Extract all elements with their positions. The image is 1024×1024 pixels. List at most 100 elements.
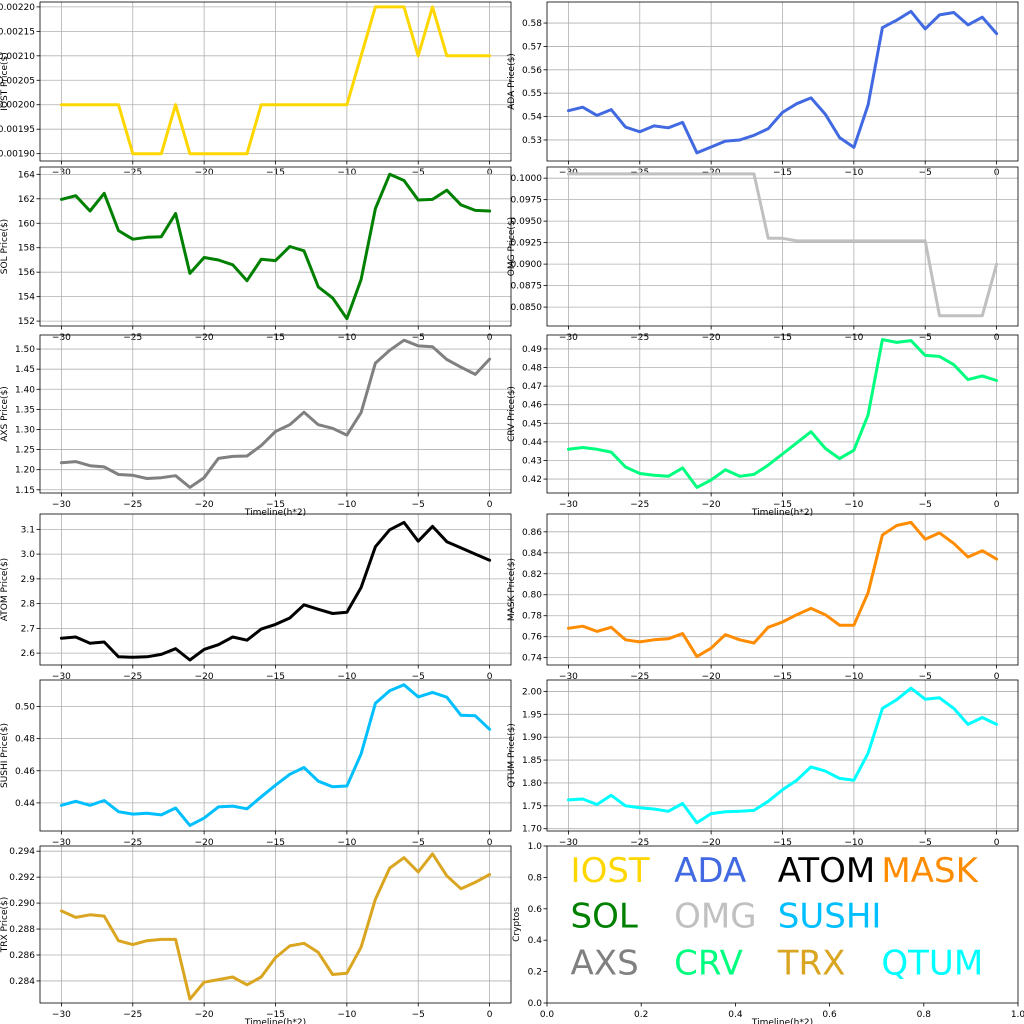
axs-y-tick-label: 1.20: [15, 466, 35, 476]
mask-y-tick-label: 0.82: [522, 570, 542, 580]
legend-y-tick-label: 0.8: [528, 873, 543, 883]
iost-y-tick-label: 0.00220: [0, 3, 35, 13]
sushi-x-tick-label: −10: [337, 838, 356, 848]
legend-entry-sol: SOL: [571, 897, 638, 937]
crv-y-tick-label: 0.46: [522, 401, 542, 411]
iost-y-tick-label: 0.00195: [0, 125, 35, 135]
legend-entry-qtum: QTUM: [881, 944, 983, 984]
qtum-y-tick-label: 1.95: [522, 710, 542, 720]
sol-y-tick-label: 158: [18, 244, 35, 254]
ada-y-tick-label: 0.53: [522, 136, 542, 146]
trx-series-line: [59, 852, 492, 1001]
legend-entry-ada: ADA: [674, 851, 746, 891]
atom-x-tick-label: −20: [195, 672, 214, 682]
mask-series-line: [566, 520, 999, 659]
mask-y-tick-label: 0.78: [522, 612, 542, 622]
sol-axes-frame: [39, 166, 512, 327]
qtum-series-line: [566, 686, 999, 825]
ada-y-tick-label: 0.58: [522, 19, 542, 29]
atom-panel: −30 −25 −20 −15 −10 −5 0 2.6 2.7 2.8 2.9 3.0 3.1 ATOM…: [0, 513, 512, 682]
omg-axes-frame: [546, 166, 1019, 327]
legend-entry-sushi: SUSHI: [778, 897, 882, 937]
trx-x-axis-label: Timeline(h*2): [244, 1018, 306, 1024]
atom-y-tick-label: 2.8: [21, 600, 36, 610]
axs-panel: −30 −25 −20 −15 −10 −5 0 1.15 1.20 1.25 1.30 1.35 1.…: [0, 334, 512, 518]
atom-x-tick-label: −10: [337, 672, 356, 682]
trx-x-tick-label: −20: [195, 1010, 214, 1020]
legend-entry-axs: AXS: [571, 944, 639, 984]
legend-entry-iost: IOST: [571, 851, 650, 891]
legend-y-tick-label: 0.4: [528, 936, 543, 946]
mask-y-tick-label: 0.84: [522, 549, 542, 559]
trx-y-tick-label: 0.284: [9, 977, 35, 987]
atom-axes-frame: [39, 513, 512, 666]
qtum-y-tick-label: 1.80: [522, 779, 542, 789]
sol-series-line: [59, 172, 492, 321]
legend-x-tick-label: 0.6: [822, 1010, 837, 1020]
atom-y-tick-label: 2.7: [21, 624, 35, 634]
trx-y-tick-label: 0.292: [9, 873, 35, 883]
sushi-x-tick-label: −5: [412, 838, 425, 848]
qtum-x-tick-label: 0: [994, 838, 1000, 848]
crv-x-tick-label: −15: [773, 500, 792, 510]
trx-x-tick-label: −5: [412, 1010, 425, 1020]
sushi-x-tick-label: −15: [266, 838, 285, 848]
axs-y-tick-label: 1.25: [15, 446, 35, 456]
trx-y-tick-label: 0.288: [9, 925, 35, 935]
qtum-x-tick-label: −15: [773, 838, 792, 848]
crv-x-tick-label: −5: [919, 500, 932, 510]
mask-y-tick-label: 0.76: [522, 633, 542, 643]
crv-y-tick-label: 0.43: [522, 456, 542, 466]
qtum-y-tick-label: 1.90: [522, 733, 542, 743]
legend-x-axis-label: Timeline(h*2): [751, 1018, 813, 1024]
ada-panel: −30−25−20−15−10−500.530.540.550.560.570.…: [507, 1, 1019, 178]
legend-x-tick-label: 0.2: [634, 1010, 648, 1020]
qtum-x-tick-label: −30: [559, 838, 578, 848]
mask-x-tick-label: −5: [919, 672, 932, 682]
trx-x-tick-label: −10: [337, 1010, 356, 1020]
crv-x-axis-label: Timeline(h*2): [751, 508, 813, 518]
omg-series-line: [566, 172, 999, 318]
trx-x-tick-label: −30: [52, 1010, 71, 1020]
crv-y-axis-label: CRV Price($): [507, 386, 517, 442]
axs-x-tick-label: −10: [337, 500, 356, 510]
atom-x-tick-label: −25: [123, 672, 142, 682]
crv-y-tick-label: 0.42: [522, 475, 542, 485]
sushi-series-line: [59, 683, 492, 827]
qtum-y-tick-label: 1.70: [522, 825, 542, 835]
sol-y-tick-label: 162: [18, 195, 35, 205]
qtum-panel: −30 −25 −20 −15 −10 −5 0 1.70 1.75 1.80 1.85 1.90 1.…: [507, 679, 1019, 848]
iost-y-tick-label: 0.00210: [0, 52, 35, 62]
legend-entry-atom: ATOM: [778, 851, 875, 891]
iost-panel: −30−25−20−15−10−500.001900.001950.002000…: [0, 1, 512, 178]
trx-x-tick-label: 0: [487, 1010, 493, 1020]
sol-y-tick-label: 154: [18, 293, 35, 303]
crv-x-tick-label: 0: [994, 500, 1000, 510]
axs-x-tick-label: −20: [195, 500, 214, 510]
ada-y-tick-label: 0.55: [522, 89, 542, 99]
mask-x-tick-label: −20: [702, 672, 721, 682]
legend-x-tick-label: 0.8: [917, 1010, 932, 1020]
iost-y-tick-label: 0.00205: [0, 76, 35, 86]
axs-series-line: [59, 338, 492, 489]
axs-y-tick-label: 1.40: [15, 385, 35, 395]
axs-x-tick-label: 0: [487, 500, 493, 510]
crv-panel: −30 −25 −20 −15 −10 −5 0 0.42 0.43 0.44 0.45 0.46 0.…: [507, 334, 1019, 518]
axs-x-axis-label: Timeline(h*2): [244, 508, 306, 518]
atom-x-tick-label: −15: [266, 672, 285, 682]
omg-y-tick-label: 0.0850: [511, 303, 543, 313]
legend-y-tick-label: 0.2: [528, 968, 542, 978]
crv-x-tick-label: −25: [630, 500, 649, 510]
legend-panel: 0.0 0.2 0.4 0.6 0.8 1.0 0.0 0.2 0.4 0.6 0.8 1.0 Cryp…: [512, 842, 1024, 1024]
qtum-y-tick-label: 1.85: [522, 756, 542, 766]
mask-x-tick-label: −15: [773, 672, 792, 682]
legend-entry-trx: TRX: [777, 944, 846, 984]
crv-x-tick-label: −30: [559, 500, 578, 510]
iost-y-tick-label: 0.00190: [0, 150, 35, 160]
mask-y-tick-label: 0.80: [522, 591, 542, 601]
atom-y-tick-label: 3.1: [21, 525, 35, 535]
trx-y-tick-label: 0.290: [9, 899, 35, 909]
omg-panel: −30−25−20−15−10−500.08500.08750.09000.09…: [507, 166, 1019, 343]
sushi-x-tick-label: −20: [195, 838, 214, 848]
